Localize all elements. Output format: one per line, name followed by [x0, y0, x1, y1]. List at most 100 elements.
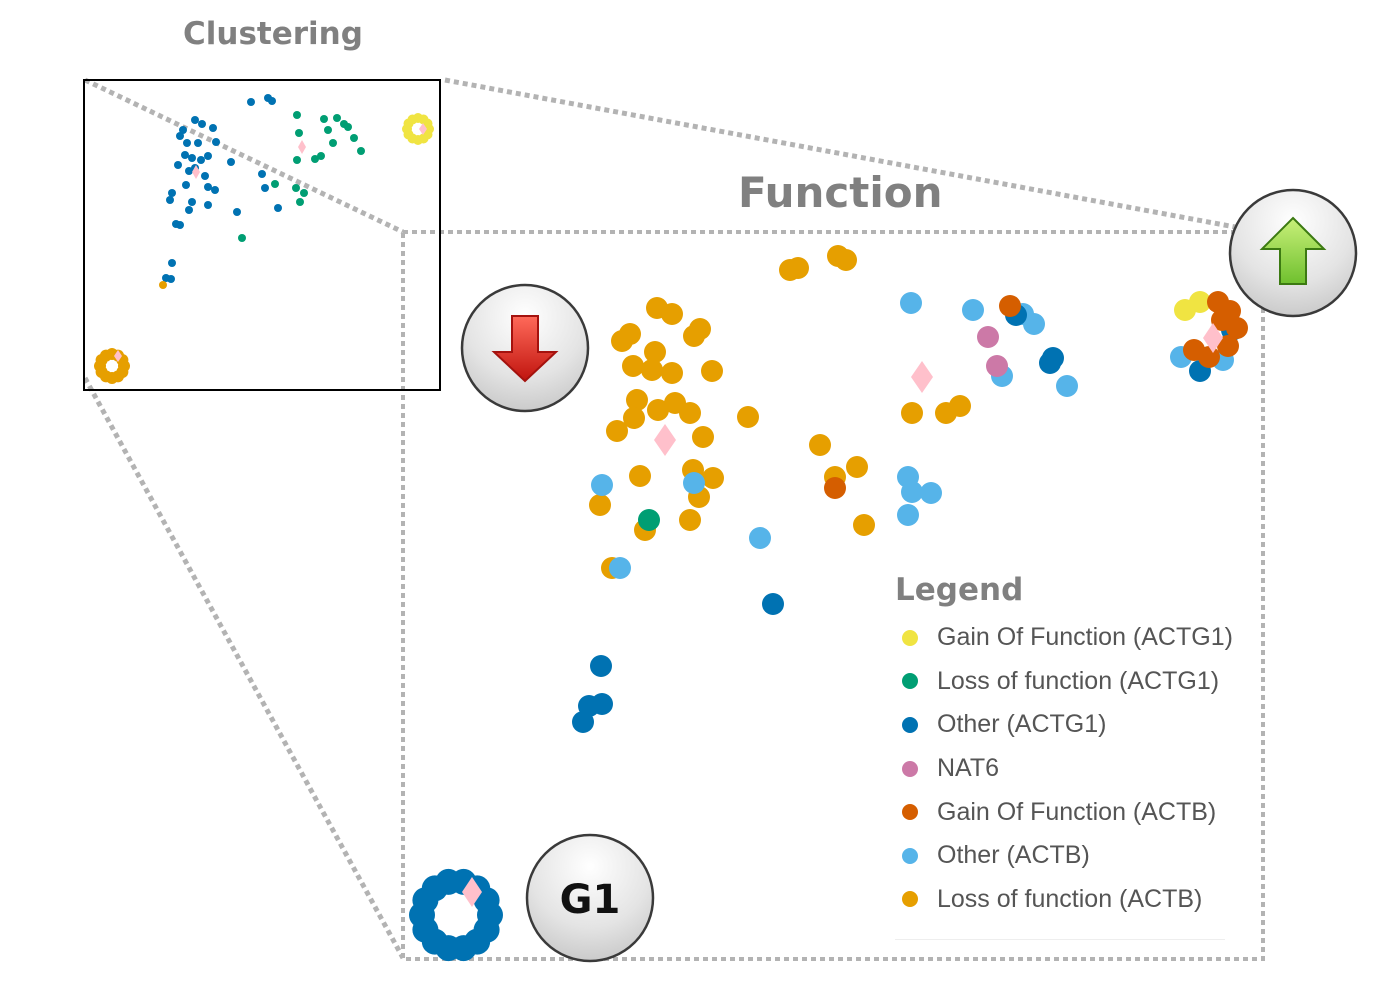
scatter-point	[159, 281, 167, 289]
scatter-point	[238, 234, 246, 242]
legend-swatch	[902, 760, 918, 777]
scatter-point	[324, 126, 332, 134]
scatter-point	[679, 402, 701, 424]
scatter-point	[846, 456, 868, 478]
scatter-point	[295, 129, 303, 137]
centroid-marker	[192, 165, 200, 179]
scatter-point	[293, 111, 301, 119]
scatter-point	[779, 259, 801, 281]
arrow-up-icon	[1259, 216, 1327, 285]
scatter-point	[622, 355, 644, 377]
scatter-point	[920, 482, 942, 504]
centroid-marker	[114, 350, 122, 362]
scatter-point	[292, 184, 300, 192]
centroid-marker	[419, 123, 427, 135]
centroid-marker	[1203, 323, 1223, 353]
scatter-point	[194, 139, 202, 147]
scatter-point	[183, 139, 191, 147]
legend-item: Other (ACTG1)	[895, 703, 1235, 747]
scatter-point	[329, 139, 337, 147]
scatter-point	[641, 359, 663, 381]
g1-label: G1	[560, 877, 621, 923]
scatter-point	[182, 181, 190, 189]
scatter-point	[623, 407, 645, 429]
scatter-point	[683, 325, 705, 347]
clustering-title: Clustering	[183, 16, 363, 52]
scatter-point	[1217, 335, 1239, 357]
scatter-point	[167, 275, 175, 283]
scatter-point	[274, 204, 282, 212]
scatter-point	[258, 170, 266, 178]
scatter-point	[897, 504, 919, 526]
legend-item: Gain Of Function (ACTB)	[895, 790, 1235, 834]
scatter-point	[824, 477, 846, 499]
legend-label: Other (ACTB)	[937, 841, 1090, 870]
scatter-point	[737, 406, 759, 428]
scatter-point	[357, 147, 365, 155]
scatter-point	[211, 186, 219, 194]
scatter-point	[209, 124, 217, 132]
legend-item: NAT6	[895, 747, 1235, 791]
scatter-point	[1211, 309, 1233, 331]
scatter-point	[261, 184, 269, 192]
scatter-point	[247, 98, 255, 106]
scatter-point	[901, 402, 923, 424]
g1-badge: G1	[525, 833, 655, 963]
legend-label: Gain Of Function (ACTG1)	[937, 623, 1233, 652]
scatter-point	[692, 426, 714, 448]
scatter-point	[977, 326, 999, 348]
legend-swatch	[902, 629, 918, 646]
legend-item: Gain Of Function (ACTG1)	[895, 616, 1235, 660]
scatter-point	[181, 151, 189, 159]
scatter-point	[344, 123, 352, 131]
scatter-point	[1023, 313, 1045, 335]
scatter-point	[701, 360, 723, 382]
scatter-point	[296, 198, 304, 206]
legend-label: NAT6	[937, 754, 1000, 783]
scatter-point	[629, 465, 651, 487]
scatter-point	[317, 152, 325, 160]
scatter-point	[949, 395, 971, 417]
function-title: Function	[738, 168, 943, 217]
up-arrow-badge	[1228, 188, 1358, 318]
scatter-point	[188, 154, 196, 162]
scatter-point	[197, 156, 205, 164]
scatter-point	[176, 132, 184, 140]
scatter-point	[168, 259, 176, 267]
scatter-point	[212, 138, 220, 146]
scatter-point	[900, 292, 922, 314]
scatter-point	[268, 97, 276, 105]
scatter-point	[179, 126, 187, 134]
scatter-point	[572, 711, 594, 733]
scatter-point	[606, 420, 628, 442]
scatter-point	[661, 362, 683, 384]
legend-title: Legend	[895, 572, 1024, 608]
down-arrow-badge	[460, 283, 590, 413]
scatter-point	[227, 158, 235, 166]
scatter-point	[333, 114, 341, 122]
legend: Legend Gain Of Function (ACTG1) Loss of …	[895, 572, 1235, 921]
scatter-point	[901, 481, 923, 503]
scatter-point	[204, 183, 212, 191]
centroid-marker	[298, 140, 306, 154]
legend-item: Loss of function (ACTB)	[895, 878, 1235, 922]
scatter-point	[702, 467, 724, 489]
function-panel	[401, 230, 1265, 961]
scatter-point	[853, 514, 875, 536]
scatter-point	[300, 189, 308, 197]
scatter-point	[293, 156, 301, 164]
scatter-point	[198, 120, 206, 128]
scatter-point	[835, 249, 857, 271]
legend-swatch	[902, 891, 918, 908]
scatter-point	[168, 189, 176, 197]
scatter-point	[626, 389, 648, 411]
legend-label: Other (ACTG1)	[937, 710, 1107, 739]
legend-label: Loss of function (ACTG1)	[937, 666, 1220, 695]
scatter-point	[589, 494, 611, 516]
legend-swatch	[902, 716, 918, 733]
legend-item: Loss of function (ACTG1)	[895, 660, 1235, 704]
scatter-point	[188, 198, 196, 206]
legend-swatch	[902, 804, 918, 821]
scatter-point	[591, 474, 613, 496]
